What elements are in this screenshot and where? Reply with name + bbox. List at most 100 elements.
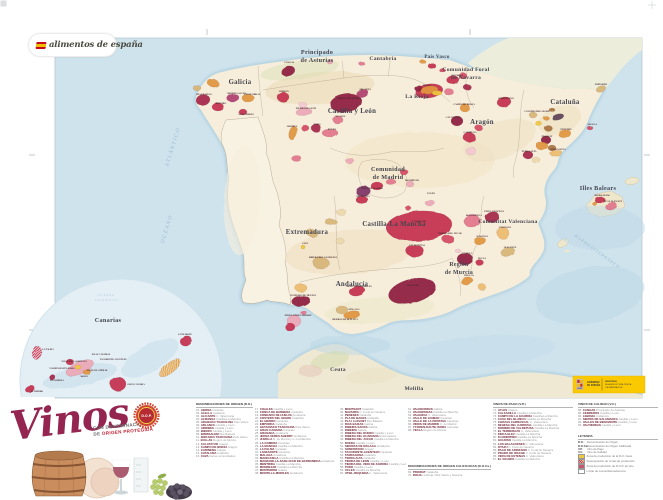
do-zone — [388, 277, 436, 305]
formentera-island — [564, 249, 570, 253]
map-key: LEYENDA D.O. Denominación de Origen D.O.Ca.… — [578, 435, 658, 475]
ministry-min-line2: DE AGRICULTURA, PESCA — [605, 383, 632, 386]
dop-list-item: 06. ARLANZA Castilla y León — [196, 424, 235, 428]
do-zone — [25, 385, 35, 393]
dop-list-item: 09. BINISSALEM Illes Balears — [196, 433, 236, 437]
dop-list-item: 41. PENEDÈS Cataluña — [340, 414, 372, 418]
dop-list-item: 90. LEBRIJA Andalucía — [578, 415, 609, 419]
dop-list-item: 66. VINOS DE MADRID C. de Madrid — [408, 423, 457, 427]
do-zone — [586, 125, 594, 131]
dop-list-item: 10. BIZKAIKO TXAKOLINA País Vasco — [196, 436, 248, 440]
do-label: UTIEL-REQUENA — [484, 210, 504, 213]
dop-list-item: 01. ABONA Canarias — [196, 408, 224, 412]
do-zone — [431, 90, 443, 96]
do-zone — [531, 156, 541, 164]
do-zone — [558, 129, 572, 139]
do-label: LA PALMA — [42, 348, 54, 351]
do-zone — [458, 72, 468, 80]
do-zone — [345, 157, 355, 165]
do-zone — [404, 205, 412, 211]
dop-list-item: 40. NAVARRA C. Foral de Navarra — [340, 411, 385, 415]
dop-list-item: 86. VERA DE ESTENAS C. Valenciana — [493, 454, 544, 458]
dop-list-item: 13. CAMPO DE BORJA Aragón — [196, 445, 238, 449]
dop-seal-icon: D.O.P. — [133, 402, 160, 429]
do-zone — [459, 103, 471, 113]
ministry-min-line3: Y ALIMENTACIÓN — [605, 386, 623, 389]
do-zone — [594, 196, 606, 204]
watercolor-wash — [310, 335, 390, 355]
do-label: LANZAROTE — [178, 333, 192, 336]
dop-list-item: 61. VALDEORRAS Galicia — [408, 408, 443, 411]
do-label: ALELLA — [587, 123, 597, 126]
dop-list-item: 31. LANZAROTE Canarias — [255, 450, 291, 454]
dop-list-item: 03. ALICANTE C. Valenciana — [196, 415, 235, 419]
measuring-cup-icon — [133, 457, 149, 493]
region-label: Melilla — [405, 386, 424, 392]
do-zone — [298, 101, 308, 109]
do-zone — [211, 102, 225, 112]
france-land — [468, 38, 642, 91]
dop-list-item: 57. TIERRA DEL VINO DE ZAMORA Castilla y… — [340, 462, 406, 466]
dop-list-item: 34. MANZANILLA-SANLÚCAR DE BARRAMEDA And… — [255, 459, 335, 463]
do-label: VALDEPEÑAS — [409, 244, 426, 247]
do-zone — [438, 67, 446, 73]
dop-list-item: 69. PRIORAT Cataluña — [408, 471, 439, 475]
dop-list-item: 43. PLA I LLEVANT Illes Balears — [340, 420, 383, 424]
menorca-island — [624, 177, 640, 185]
do-zone — [284, 322, 296, 332]
region-label: de Murcia — [445, 270, 473, 276]
do-zone — [413, 84, 423, 92]
dop-list-item: 11. BULLAS Región de Murcia — [196, 439, 236, 443]
map-key-row: V.C. Vino de Calidad — [578, 451, 607, 455]
do-zone — [294, 283, 308, 293]
dop-list-item: 47. RIBERA DEL DUERO Castilla y León — [340, 432, 394, 436]
do-zone — [552, 113, 564, 121]
do-label: RIBERA DEL JÚCAR — [438, 232, 462, 235]
ministry-gov-line2: DE ESPAÑA — [587, 384, 601, 387]
do-label: MONDÉJAR — [405, 179, 419, 182]
do-zone — [300, 244, 306, 250]
dop-list-item: 88. CANGAS Principado de Asturias — [578, 408, 625, 412]
do-zone — [474, 124, 484, 132]
barrel-icon — [31, 450, 87, 497]
dop-list-item: 27. JUMILLA R. de Murcia y C.-La Mancha — [255, 438, 311, 442]
dop-list-item: 84. PAGO DE ARÍNZANO C. Foral de Navarra — [493, 448, 554, 452]
map-key-row: Zona de producción de D.O.P. de vino — [578, 464, 658, 470]
do-zone — [473, 236, 487, 246]
dop-list-item: 64. VALLE DE GÜÍMAR Canarias — [408, 417, 452, 421]
do-label: JEREZ-XÉRÈS-SHERRY — [284, 314, 311, 317]
do-zone — [446, 75, 460, 85]
do-label: MONTERREI — [238, 113, 253, 116]
dop-list-item: 55. TERRA ALTA Cataluña — [340, 456, 375, 460]
spain-wine-map: RÍAS BAIXAS RIBEIRO RIBEIRA SACRAVALDEORRA… — [0, 0, 656, 399]
dop-list-item: 28. LA GOMERA Canarias — [255, 441, 290, 445]
north-africa-land — [278, 344, 642, 398]
do-zone — [462, 131, 476, 143]
dop-list-item: 72. CALZADILLA Castilla-La Mancha — [493, 412, 542, 416]
region-label: Extremadura — [286, 229, 329, 236]
dop-list-item: 14. CARIÑENA Aragón — [196, 448, 227, 452]
region-label: de Asturias — [300, 57, 333, 64]
do-label: ARRIBES — [287, 125, 298, 128]
watercolor-wash — [555, 206, 645, 250]
dop-list-item: 23. GETARIAKO TXAKOLINA País Vasco — [255, 426, 310, 430]
dop-list-item: 91. SIERRA DE SALAMANCA Castilla y León — [578, 418, 638, 422]
legend-column: VINOS DE CALIDAD (V.C.) 88. CANGAS Princi… — [578, 403, 658, 498]
dop-list-item: 62. VALDEPEÑAS Castilla-La Mancha — [408, 411, 458, 415]
do-zone — [65, 358, 75, 366]
do-label: CIGALES — [335, 115, 346, 118]
do-zone — [405, 244, 425, 258]
do-label: CALATAYUD — [446, 116, 461, 119]
do-zone — [450, 115, 464, 127]
dop-list-item: 39. MONTSANT Cataluña — [340, 408, 374, 411]
cheese-icon — [90, 467, 120, 497]
do-zone — [424, 199, 436, 207]
legend-column: 39. MONTSANT Cataluña 40. NAVARRA C. Fora… — [340, 403, 406, 498]
dop-list-item: 93. VALTIENDAS Castilla y León — [578, 424, 621, 428]
dop-list-item: 51. SIERRAS DE MÁLAGA Andalucía — [340, 444, 390, 448]
community-borders — [257, 59, 525, 297]
do-zone — [291, 295, 311, 307]
dop-list-item: 18. CONCA DE BARBERÀ Cataluña — [255, 411, 303, 415]
region-label: Castilla-La Mancha — [362, 221, 426, 228]
do-label: VALDEORRAS — [244, 93, 261, 96]
